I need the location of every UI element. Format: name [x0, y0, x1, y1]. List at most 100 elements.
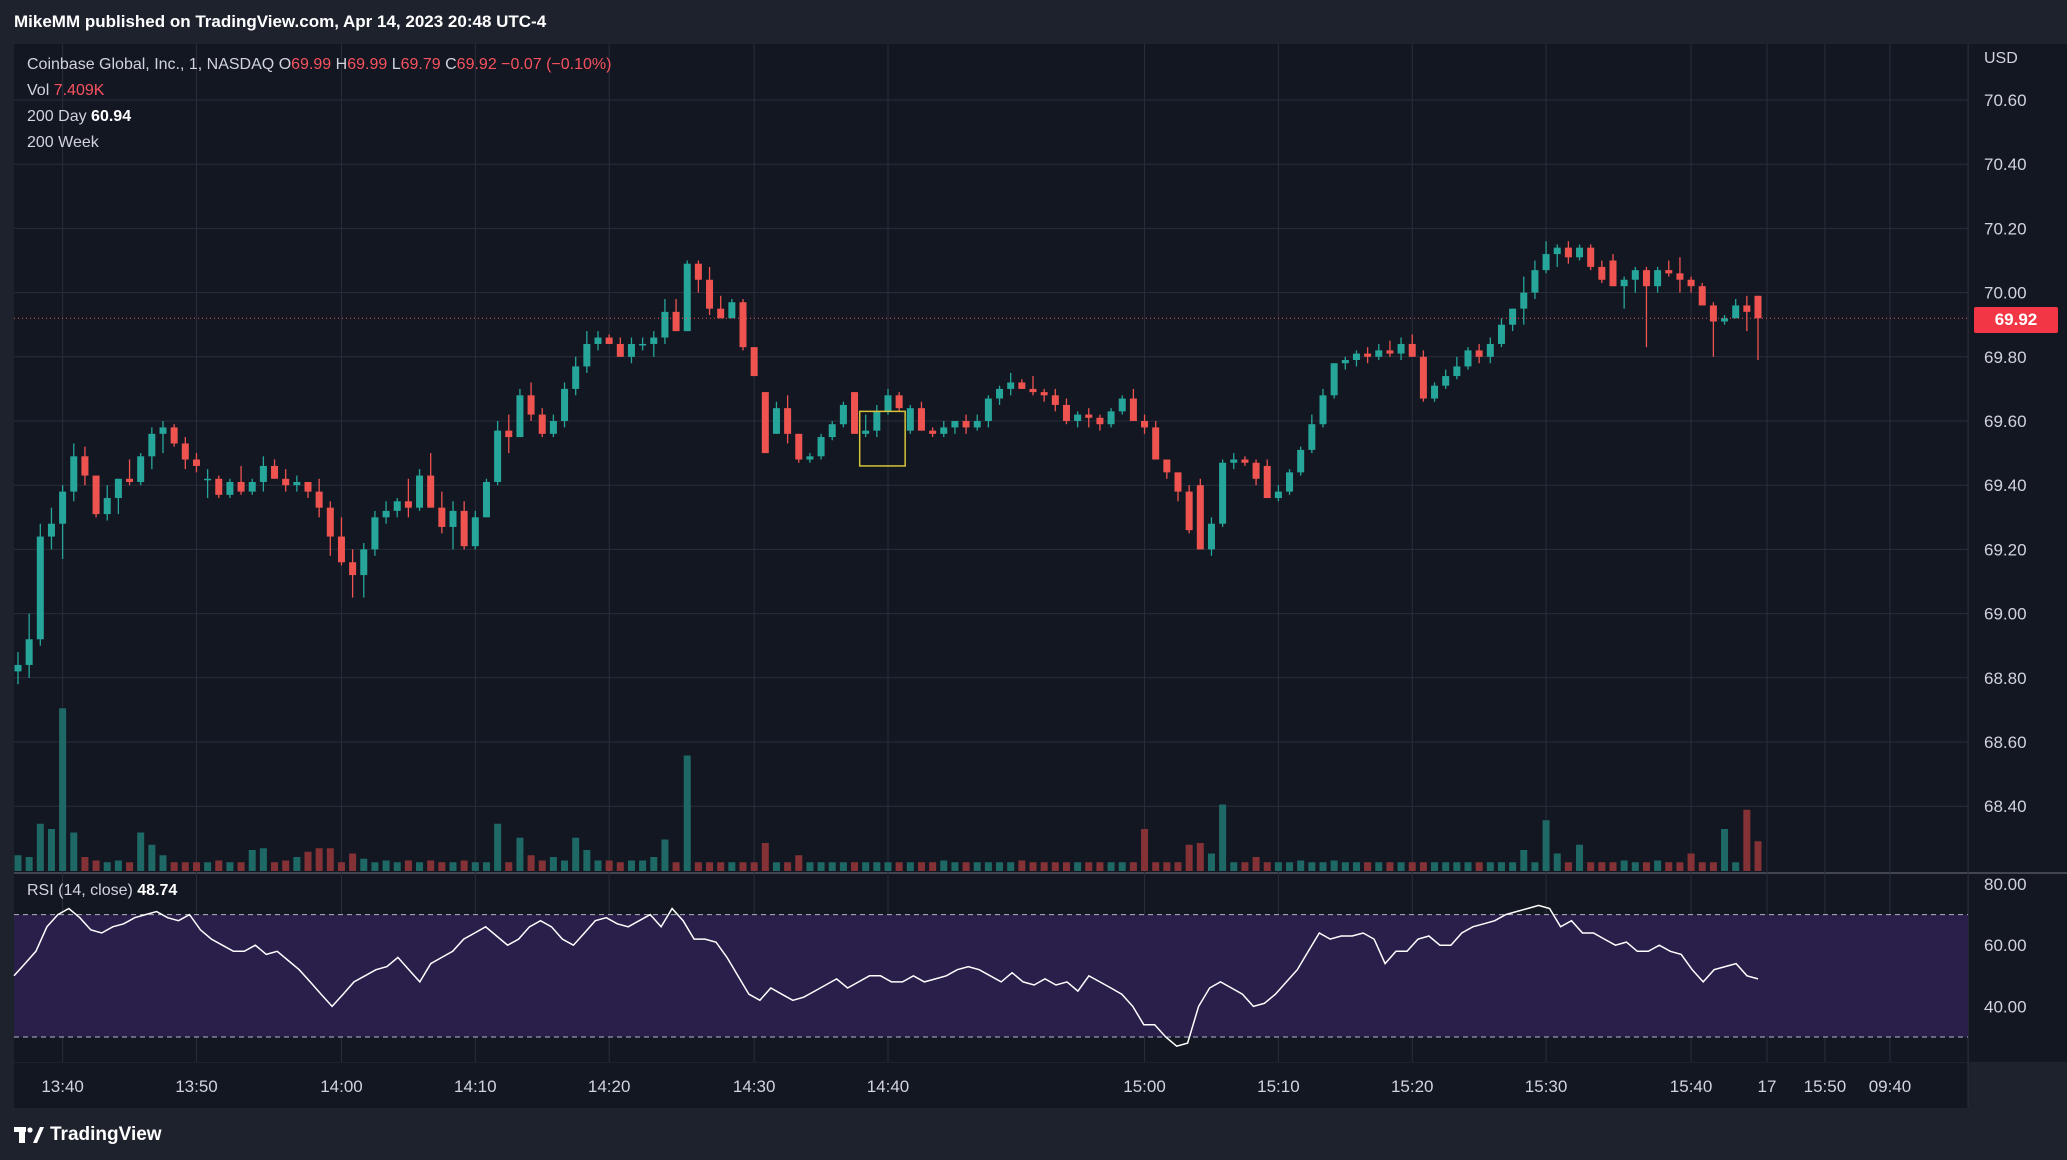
volume-bar	[650, 857, 657, 871]
candle-body	[1386, 350, 1393, 353]
volume-bar	[818, 862, 825, 871]
price-tick-label: 70.60	[1984, 91, 2027, 110]
time-tick-label: 13:50	[175, 1077, 218, 1096]
candle-body	[695, 264, 702, 280]
volume-bar	[862, 862, 869, 871]
volume-bar	[137, 833, 144, 872]
volume-bar	[215, 861, 222, 872]
volume-bar	[740, 862, 747, 871]
volume-bar	[561, 861, 568, 872]
price-tick-label: 69.60	[1984, 412, 2027, 431]
candle-body	[1163, 460, 1170, 473]
volume-bar	[1543, 820, 1550, 871]
volume-bar	[528, 855, 535, 871]
candle-body	[862, 431, 869, 434]
volume-bar	[1386, 862, 1393, 871]
tradingview-logo[interactable]: TradingView	[14, 1124, 162, 1146]
volume-bar	[706, 862, 713, 871]
volume-bar	[762, 843, 769, 871]
ohlc-open-label: O	[279, 56, 291, 73]
candle-body	[271, 466, 278, 479]
volume-bar	[951, 862, 958, 871]
candle-body	[215, 479, 222, 495]
candle-body	[740, 302, 747, 347]
candle-body	[483, 482, 490, 517]
volume-bar	[1186, 845, 1193, 871]
volume-bar	[293, 857, 300, 871]
volume-bar	[338, 862, 345, 871]
volume-bar	[1208, 854, 1215, 872]
ohlc-high-label: H	[336, 56, 348, 73]
volume-bar	[1587, 862, 1594, 871]
published-text: MikeMM published on TradingView.com, Apr…	[14, 12, 546, 31]
candle-body	[327, 508, 334, 537]
volume-bar	[1096, 862, 1103, 871]
ma200-day-label: 200 Day	[27, 108, 87, 125]
volume-bar	[1699, 862, 1706, 871]
ma200-day-legend-row[interactable]: 200 Day 60.94	[27, 104, 611, 130]
volume-bar	[516, 838, 523, 871]
symbol-title[interactable]: Coinbase Global, Inc., 1, NASDAQ	[27, 56, 274, 73]
volume-bar	[1197, 843, 1204, 871]
candle-body	[1320, 395, 1327, 424]
candle-body	[539, 415, 546, 434]
ma200-week-legend-row[interactable]: 200 Week	[27, 130, 611, 156]
candle-body	[226, 482, 233, 495]
rsi-tick-label: 60.00	[1984, 936, 2027, 955]
volume-bar	[1275, 862, 1282, 871]
volume-legend-row[interactable]: Vol 7.409K	[27, 78, 611, 104]
volume-bar	[371, 862, 378, 871]
candle-body	[1465, 350, 1472, 366]
candle-body	[639, 344, 646, 346]
currency-label[interactable]: USD	[1984, 50, 2018, 68]
volume-bar	[305, 852, 312, 871]
volume-bar	[349, 854, 356, 872]
rsi-value: 48.74	[137, 882, 177, 899]
volume-bar	[15, 855, 22, 871]
chart-canvas[interactable]: 70.60 70.40 70.20 70.00 69.80 69.60 69.40 69.20…	[0, 44, 2067, 1108]
rsi-label: RSI (14, close)	[27, 882, 133, 899]
volume-bar	[1565, 862, 1572, 871]
volume-bar	[494, 824, 501, 871]
volume-bar	[1654, 861, 1661, 872]
candle-body	[1353, 354, 1360, 360]
candle-body	[1375, 350, 1382, 356]
ohlc-high-value: 69.99	[347, 56, 387, 73]
candle-body	[1565, 248, 1572, 258]
candle-body	[851, 392, 858, 434]
time-tick-label: 14:40	[867, 1077, 910, 1096]
tradingview-logo-icon	[14, 1127, 44, 1143]
candle-body	[171, 427, 178, 443]
volume-bar	[1030, 862, 1037, 871]
ohlc-open-value: 69.99	[291, 56, 331, 73]
time-tick-label: 14:00	[320, 1077, 363, 1096]
volume-bar	[472, 862, 479, 871]
candle-body	[461, 511, 468, 546]
candle-body	[148, 434, 155, 456]
candle-body	[1710, 305, 1717, 321]
volume-bar	[1431, 862, 1438, 871]
candle-body	[907, 408, 914, 430]
candle-body	[1186, 492, 1193, 531]
candle-body	[762, 392, 769, 453]
time-tick-label: 15:10	[1257, 1077, 1300, 1096]
candle-body	[438, 508, 445, 527]
candle-body	[1331, 363, 1338, 395]
volume-bar	[1308, 862, 1315, 871]
price-tick-label: 70.00	[1984, 284, 2027, 303]
candle-body	[1219, 463, 1226, 524]
candle-body	[260, 466, 267, 482]
candle-body	[773, 408, 780, 434]
volume-bar	[907, 862, 914, 871]
candle-body	[728, 302, 735, 318]
volume-bar	[974, 862, 981, 871]
volume-bar	[1108, 862, 1115, 871]
volume-bar	[360, 859, 367, 871]
rsi-legend[interactable]: RSI (14, close) 48.74	[27, 882, 177, 900]
time-tick-label: 15:50	[1804, 1077, 1847, 1096]
candle-body	[193, 460, 200, 466]
candle-body	[929, 431, 936, 434]
candle-body	[896, 395, 903, 408]
candle-body	[1364, 354, 1371, 357]
candle-body	[450, 511, 457, 527]
